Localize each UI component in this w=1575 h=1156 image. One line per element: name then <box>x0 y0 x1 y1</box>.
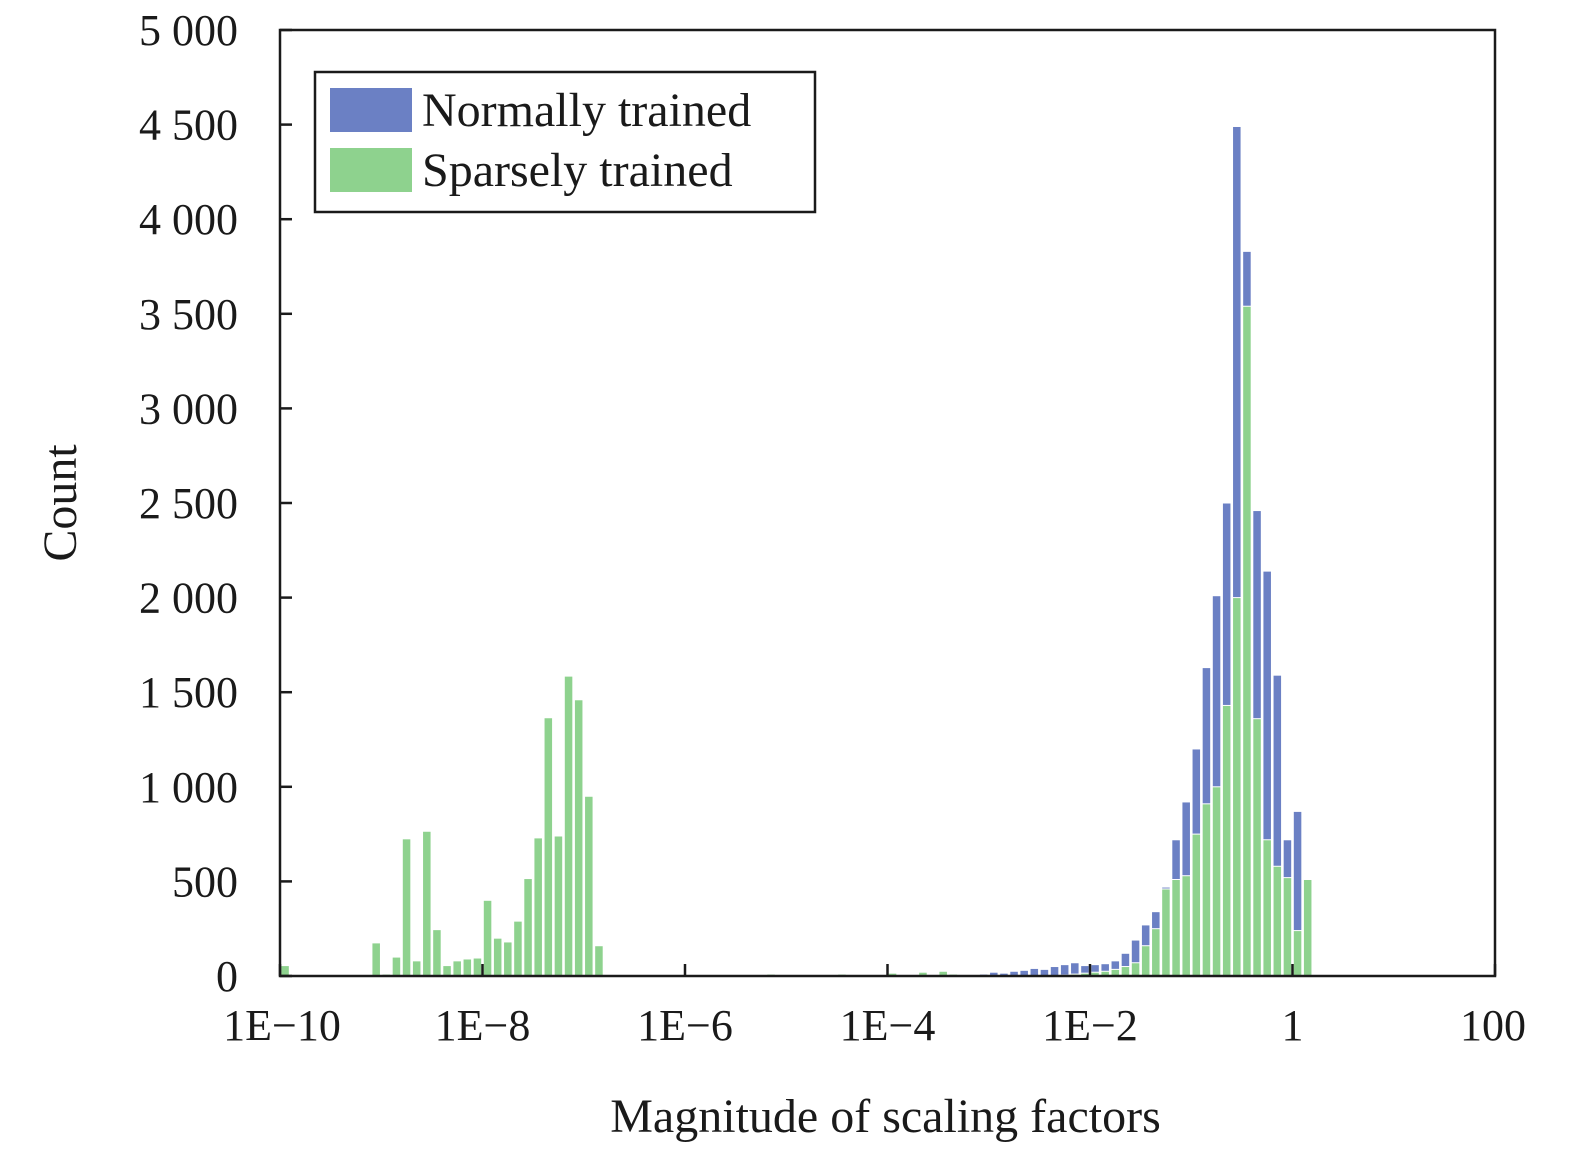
y-tick-label: 3 500 <box>139 290 238 339</box>
bar-sparsely-trained <box>1201 803 1212 977</box>
legend-label-normally-trained: Normally trained <box>422 84 751 137</box>
bar-sparsely-trained <box>503 941 513 977</box>
bar-sparsely-trained <box>1221 704 1232 977</box>
bar-sparsely-trained <box>492 937 503 977</box>
legend-swatch-normally-trained <box>330 88 412 132</box>
y-tick-label: 1 000 <box>139 763 238 812</box>
bar-sparsely-trained <box>472 957 483 977</box>
y-tick-label: 1 500 <box>139 668 238 717</box>
x-tick-label: 1E−2 <box>1042 1001 1138 1050</box>
x-tick-label: 1E−8 <box>435 1001 531 1050</box>
x-tick-label: 1 <box>1282 1001 1304 1050</box>
bar-sparsely-trained <box>1232 597 1242 977</box>
legend-swatch-sparsely-trained <box>330 148 412 192</box>
y-axis-ticks: 0 500 1 000 1 500 2 000 2 500 3 000 3 500 4 000 4… <box>139 6 292 1001</box>
bar-sparsely-trained <box>391 956 402 977</box>
y-tick-label: 5 000 <box>139 6 238 55</box>
series-sparsely-trained-bars <box>280 305 1313 977</box>
y-tick-label: 500 <box>172 857 238 906</box>
bar-sparsely-trained <box>422 830 432 977</box>
y-tick-label: 0 <box>216 952 238 1001</box>
x-tick-label: 1E−6 <box>637 1001 733 1050</box>
y-tick-label: 3 000 <box>139 384 238 433</box>
x-axis-ticks: 1E−10 1E−8 1E−6 1E−4 1E−2 1 100 <box>223 964 1526 1050</box>
bar-sparsely-trained <box>1130 962 1141 977</box>
bar-sparsely-trained <box>411 960 422 977</box>
y-axis-title: Count <box>34 444 87 562</box>
bar-sparsely-trained <box>553 835 564 977</box>
bar-sparsely-trained <box>1211 786 1222 977</box>
bar-sparsely-trained <box>1120 966 1131 977</box>
legend-label-sparsely-trained: Sparsely trained <box>422 144 733 197</box>
bar-sparsely-trained <box>452 960 462 977</box>
bar-sparsely-trained <box>1191 833 1202 977</box>
bar-sparsely-trained <box>482 899 493 977</box>
bar-sparsely-trained <box>1161 888 1171 977</box>
bar-sparsely-trained <box>543 717 554 977</box>
bar-sparsely-trained <box>1262 839 1272 977</box>
bar-sparsely-trained <box>1252 718 1262 977</box>
bar-sparsely-trained <box>563 675 574 977</box>
y-tick-label: 2 000 <box>139 574 238 623</box>
x-axis-title: Magnitude of scaling factors <box>610 1090 1161 1143</box>
x-tick-label: 1E−4 <box>840 1001 936 1050</box>
x-tick-label: 100 <box>1460 1001 1526 1050</box>
bar-normally-trained <box>1059 964 1070 977</box>
y-tick-label: 4 000 <box>139 195 238 244</box>
x-tick-label: 1E−10 <box>223 1001 341 1050</box>
bar-sparsely-trained <box>280 965 290 977</box>
y-tick-label: 4 500 <box>139 101 238 150</box>
bar-sparsely-trained <box>584 795 594 977</box>
bar-sparsely-trained <box>1181 875 1191 977</box>
bar-sparsely-trained <box>462 958 473 977</box>
legend: Normally trained Sparsely trained <box>313 70 817 214</box>
bar-sparsely-trained <box>442 965 452 977</box>
bar-sparsely-trained <box>594 945 604 977</box>
bar-sparsely-trained <box>533 837 543 977</box>
bar-sparsely-trained <box>1292 930 1303 977</box>
bar-sparsely-trained <box>523 878 533 977</box>
bar-sparsely-trained <box>432 929 442 977</box>
bar-sparsely-trained <box>1272 865 1283 977</box>
bar-sparsely-trained <box>513 920 523 977</box>
bar-sparsely-trained <box>573 699 584 977</box>
bar-sparsely-trained <box>1151 928 1161 977</box>
bar-sparsely-trained <box>1282 877 1293 977</box>
bar-sparsely-trained <box>1140 945 1151 977</box>
y-tick-label: 2 500 <box>139 479 238 528</box>
bar-normally-trained <box>1049 966 1060 977</box>
bar-sparsely-trained <box>1242 305 1252 977</box>
bar-sparsely-trained <box>1302 879 1313 977</box>
bar-sparsely-trained <box>401 838 412 977</box>
bar-sparsely-trained <box>1171 879 1181 977</box>
bar-sparsely-trained <box>371 942 381 977</box>
